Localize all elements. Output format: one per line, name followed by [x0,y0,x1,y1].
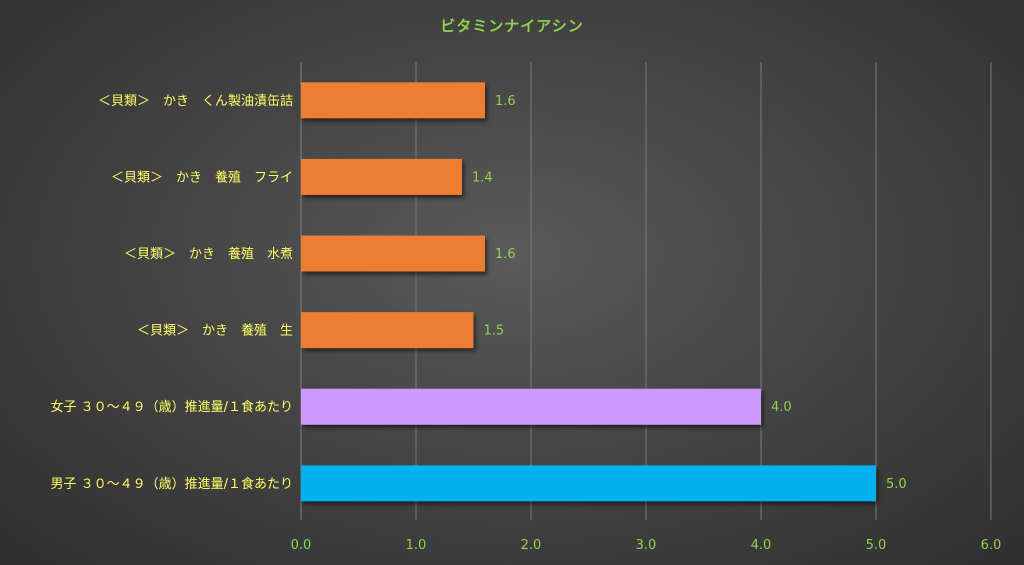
category-label: ＜貝類＞ かき 養殖 フライ [111,169,293,185]
bar [301,388,761,425]
category-label: ＜貝類＞ かき くん製油漬缶詰 [98,93,293,109]
data-label: 1.4 [472,170,493,185]
x-tick-label: 5.0 [866,538,887,553]
bar [301,465,876,502]
data-label: 1.6 [495,94,516,109]
gridlines [300,62,992,520]
bar [301,82,485,119]
x-tick-label: 4.0 [751,538,772,553]
category-label: ＜貝類＞ かき 養殖 水煮 [124,246,293,262]
x-tick-label: 3.0 [636,538,657,553]
category-labels: ＜貝類＞ かき くん製油漬缶詰 ＜貝類＞ かき 養殖 フライ ＜貝類＞ かき 養殖 … [50,93,293,492]
x-tick-label: 0.0 [291,538,312,553]
chart-title: ビタミンナイアシン [440,17,583,35]
bar [301,158,462,195]
bar [301,312,474,349]
data-label: 1.6 [495,247,516,262]
data-label: 5.0 [886,477,907,492]
category-label: 男子 ３０～４９（歳）推進量/１食あたり [50,476,293,492]
category-label: ＜貝類＞ かき 養殖 生 [137,323,293,339]
x-tick-label: 1.0 [406,538,427,553]
data-label: 1.5 [484,324,505,339]
x-axis-tick-labels: 0.0 1.0 2.0 3.0 4.0 5.0 6.0 [291,538,1002,553]
bars [301,82,876,502]
data-label: 4.0 [771,400,792,415]
bar [301,235,485,272]
category-label: 女子 ３０～４９（歳）推進量/１食あたり [50,399,293,415]
data-labels: 1.6 1.4 1.6 1.5 4.0 5.0 [472,94,907,492]
x-tick-label: 6.0 [981,538,1002,553]
x-tick-label: 2.0 [521,538,542,553]
